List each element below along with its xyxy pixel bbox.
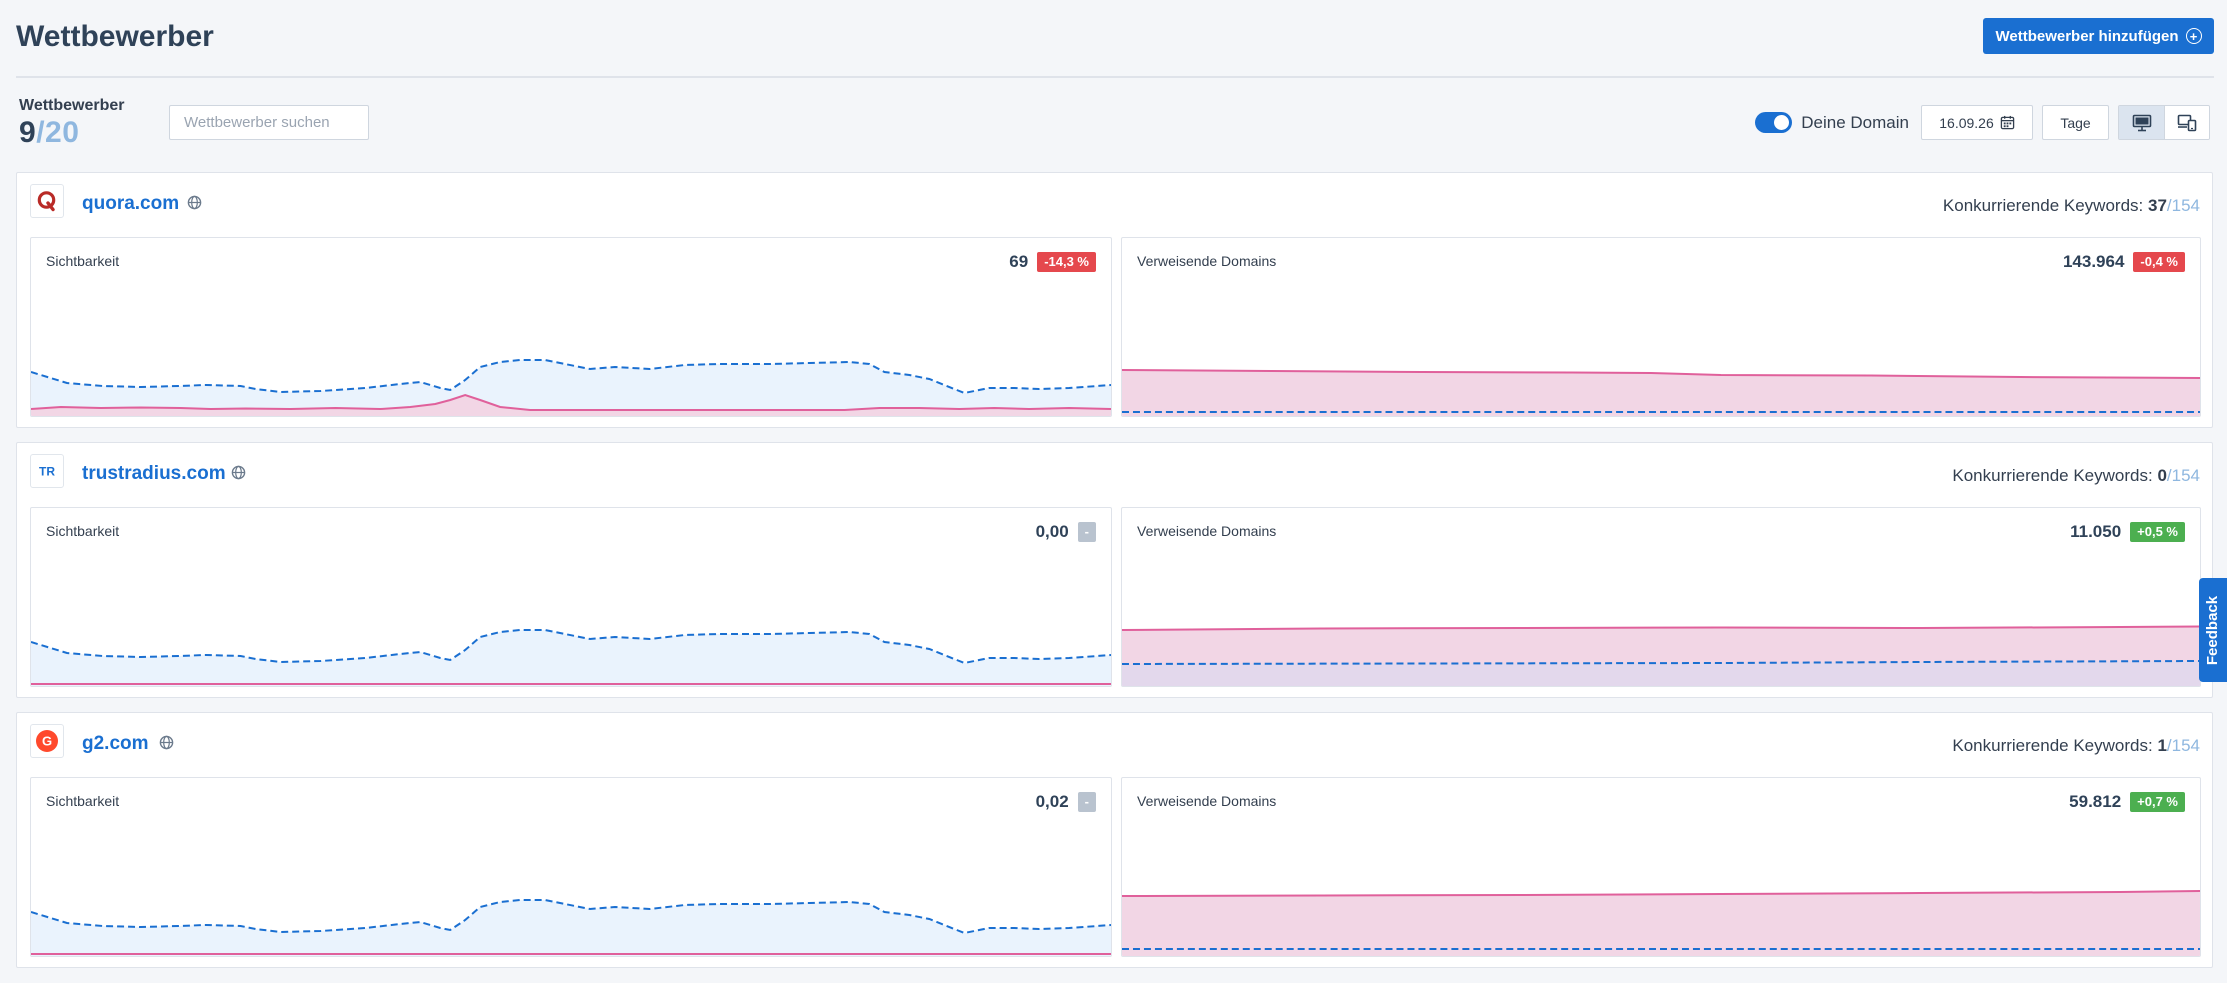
visibility-value: 0,00 [1035,522,1069,541]
feedback-label: Feedback [2204,595,2222,665]
competitor-count-current: 9 [19,116,37,149]
competitor-count-label: Wettbewerber [19,97,125,114]
referring-domains-value: 11.050 [2070,522,2122,541]
visibility-change-badge: - [1077,792,1096,812]
your-domain-toggle[interactable] [1755,112,1793,133]
svg-text:TR: TR [39,465,55,479]
page-header: Wettbewerber Wettbewerber hinzufügen + [16,0,2214,78]
competing-keywords: Konkurrierende Keywords: 1/154 [1952,736,2200,756]
visibility-change-badge: - [1077,522,1096,542]
referring-domains-panel[interactable]: Verweisende Domains 11.050 +0,5 % [1121,507,2201,687]
visibility-value: 69 [1009,252,1029,271]
desktop-icon [2132,114,2151,131]
visibility-title: Sichtbarkeit [46,523,120,539]
competitor-count-max: /20 [36,116,80,149]
referring-domains-metric: 11.050 +0,5 % [2070,522,2185,542]
your-domain-label: Deine Domain [1801,112,1909,132]
referring-domains-value: 143.964 [2062,252,2125,271]
toolbar: Deine Domain 16.09.26 Tage [1755,104,2210,141]
date-picker-button[interactable]: 16.09.26 [1921,105,2033,140]
plus-circle-icon: + [2185,28,2202,44]
referring-domains-title: Verweisende Domains [1137,523,1277,539]
referring-domains-change-badge: +0,7 % [2130,792,2185,812]
referring-domains-metric: 143.964 -0,4 % [2063,252,2185,272]
competing-keywords-total: /154 [2166,736,2200,755]
add-competitor-button[interactable]: Wettbewerber hinzufügen + [1983,18,2214,54]
referring-domains-title: Verweisende Domains [1137,793,1277,809]
visibility-chart [31,629,1111,686]
globe-icon[interactable] [231,465,246,480]
visibility-metric: 0,00 - [1036,522,1096,542]
referring-domains-panel[interactable]: Verweisende Domains 143.964 -0,4 % [1121,237,2201,417]
visibility-chart [31,359,1111,416]
interval-button[interactable]: Tage [2042,105,2109,140]
referring-domains-metric: 59.812 +0,7 % [2069,792,2185,812]
competitor-count: Wettbewerber 9/20 [19,97,125,150]
referring-domains-chart [1122,369,2200,416]
referring-domains-value: 59.812 [2069,792,2122,811]
competitor-card-trustradius: TR trustradius.com Konkurrierende Keywor… [16,442,2213,698]
add-competitor-label: Wettbewerber hinzufügen [1995,27,2179,45]
competing-keywords-total: /154 [2166,466,2200,485]
competitor-card-g2: G g2.com Konkurrierende Keywords: 1/154 … [16,712,2213,968]
globe-icon[interactable] [187,195,202,210]
competing-keywords-label: Konkurrierende Keywords: [1952,736,2153,755]
competitor-card-quora: quora.com Konkurrierende Keywords: 37/15… [16,172,2213,428]
competing-keywords: Konkurrierende Keywords: 0/154 [1952,466,2200,486]
competitor-domain-link[interactable]: trustradius.com [82,463,226,484]
competitor-count-value: 9/20 [19,116,125,150]
calendar-icon [2000,115,2014,130]
visibility-chart [31,899,1111,956]
competitor-search-input[interactable] [169,105,369,140]
page-title: Wettbewerber [16,20,214,53]
referring-domains-chart [1122,625,2200,686]
visibility-title: Sichtbarkeit [46,253,120,269]
referring-domains-panel[interactable]: Verweisende Domains 59.812 +0,7 % [1121,777,2201,957]
svg-text:G: G [42,734,52,749]
competing-keywords-total: /154 [2166,196,2200,215]
competitor-domain-link[interactable]: quora.com [82,193,180,214]
competing-keywords: Konkurrierende Keywords: 37/154 [1943,196,2200,216]
referring-domains-chart [1122,890,2200,956]
visibility-value: 0,02 [1035,792,1069,811]
referring-domains-change-badge: -0,4 % [2133,252,2185,272]
quora-logo-icon [30,184,64,218]
g2-logo-icon: G [30,724,64,758]
visibility-metric: 69 -14,3 % [1009,252,1096,272]
competing-keywords-label: Konkurrierende Keywords: [1952,466,2153,485]
visibility-panel[interactable]: Sichtbarkeit 69 -14,3 % [30,237,1112,417]
date-value: 16.09.26 [1939,114,1994,131]
competing-keywords-label: Konkurrierende Keywords: [1942,196,2144,215]
trustradius-logo-icon: TR [30,454,64,488]
visibility-metric: 0,02 - [1036,792,1096,812]
visibility-panel[interactable]: Sichtbarkeit 0,00 - [30,507,1112,687]
desktop-button[interactable] [2119,106,2164,139]
globe-icon[interactable] [159,735,174,750]
competitor-domain-link[interactable]: g2.com [82,733,149,754]
feedback-tab[interactable]: Feedback [2199,578,2227,682]
mobile-icon [2177,114,2197,131]
mobile-button[interactable] [2164,106,2209,139]
referring-domains-change-badge: +0,5 % [2130,522,2185,542]
device-switch [2118,105,2210,140]
visibility-panel[interactable]: Sichtbarkeit 0,02 - [30,777,1112,957]
visibility-title: Sichtbarkeit [46,793,120,809]
competing-keywords-value: 0 [2157,466,2167,485]
competing-keywords-value: 1 [2157,736,2167,755]
referring-domains-title: Verweisende Domains [1137,253,1277,269]
competing-keywords-value: 37 [2147,196,2167,215]
visibility-change-badge: -14,3 % [1037,252,1096,272]
